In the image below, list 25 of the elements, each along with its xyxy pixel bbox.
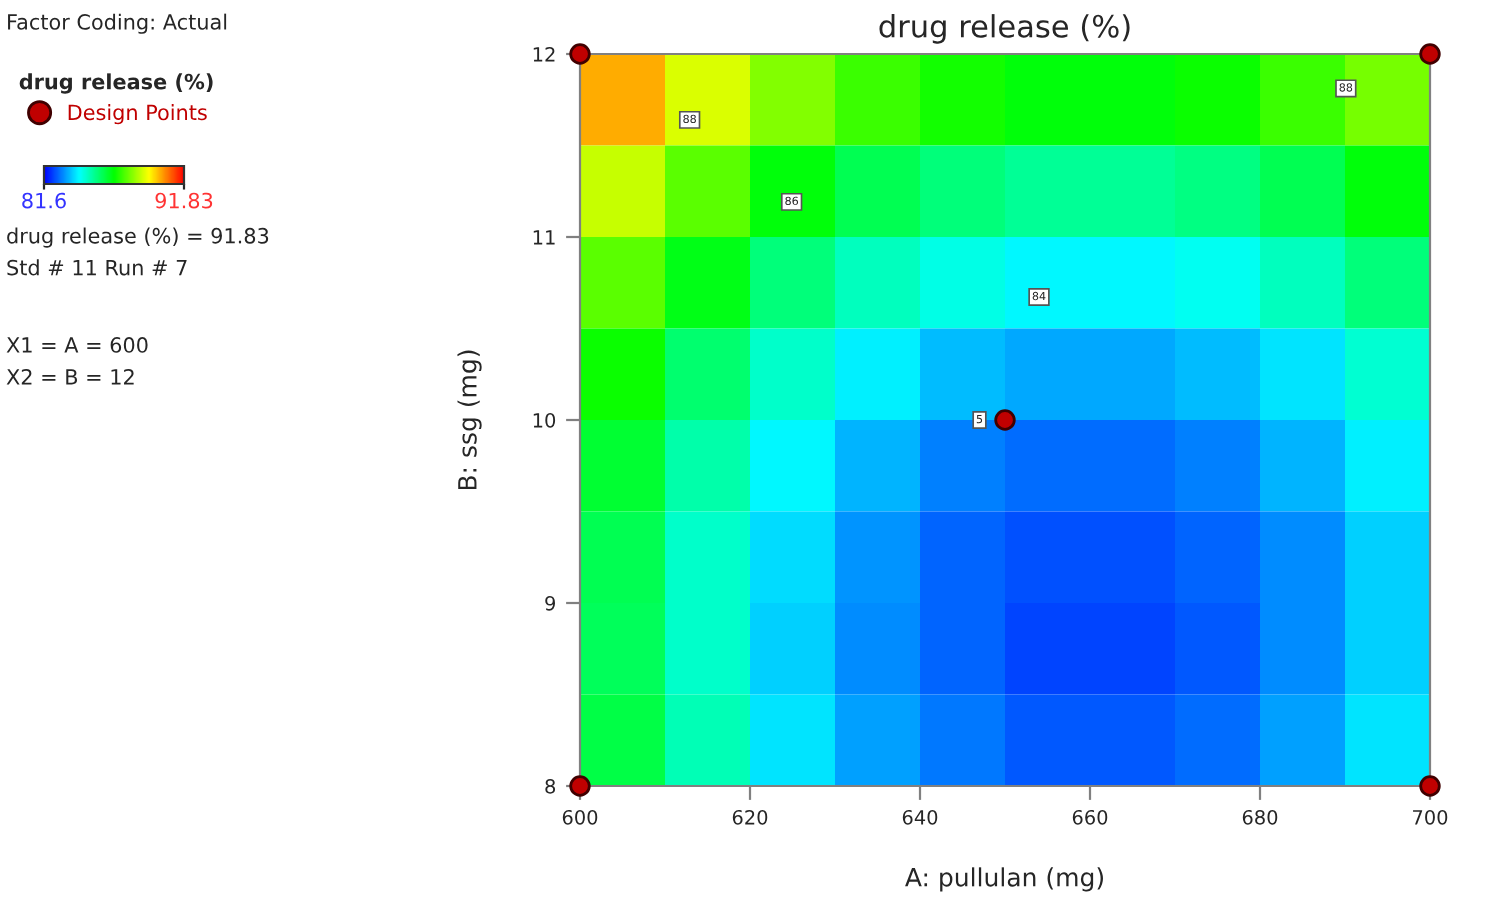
x-tick-label: 680 [1242,809,1278,825]
y-axis-title: B: ssg (mg) [457,350,482,490]
x-tick-label: 600 [562,809,598,825]
x-tick-label: 700 [1413,809,1448,825]
x-tick-label: 660 [1072,809,1108,825]
legend-title: drug release (%) [19,73,213,94]
text: X1 = A = 600 [6,337,148,353]
text: Std # 11 Run # 7 [7,259,187,276]
x-tick-label: 640 [902,809,938,825]
color-bar-label: 91.83 [155,192,213,209]
y-tick-label: 8 [545,778,556,794]
y-tick-label: 11 [533,230,555,245]
point [994,409,1016,431]
y-tick-label: 12 [533,46,555,62]
chart-title: drug release (%) [879,14,1130,44]
color-bar-label: 81.6 [22,192,66,209]
text: Factor Coding: Actual [8,13,227,34]
legend-label: Design Points [68,104,207,125]
y-tick-label: 9 [545,595,556,611]
x-axis-title: A: pullulan (mg) [905,867,1103,892]
y-tick-label: 10 [533,412,556,428]
text: drug release (%) = 91.83 [7,227,269,248]
point [1419,43,1441,65]
x-tick-label: 620 [732,809,768,825]
text: X2 = B = 12 [6,368,134,385]
